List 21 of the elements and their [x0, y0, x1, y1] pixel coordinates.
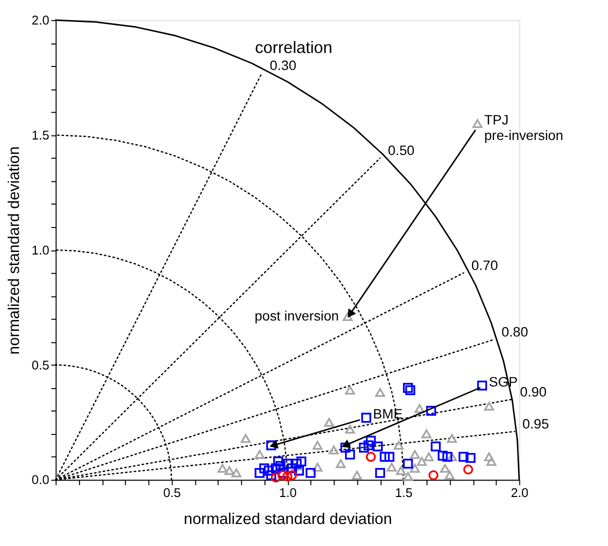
annotation: 0.95	[522, 416, 550, 432]
annotation: TPJ pre-inversion	[484, 112, 564, 144]
x-axis-title: normalized standard deviation	[184, 511, 392, 528]
annotation: 0.30	[270, 58, 297, 74]
annotation: correlation	[254, 38, 332, 57]
x-tick-label: 1.5	[394, 486, 413, 500]
annotation: 0.80	[502, 324, 528, 340]
y-axis-title: normalized standard deviation	[6, 146, 23, 355]
annotation: 0.70	[471, 258, 498, 274]
y-tick-label: 1.0	[32, 243, 50, 258]
x-tick-label: 0.5	[163, 486, 181, 500]
annotation: 0.50	[388, 143, 415, 158]
x-tick-label: 1.0	[279, 486, 297, 500]
annotation: BME	[373, 406, 403, 422]
y-tick-label: 2.0	[32, 14, 50, 28]
y-tick-label: 1.5	[32, 128, 50, 142]
y-tick-label: 0.5	[32, 358, 50, 372]
annotation: post inversion	[254, 308, 339, 324]
annotation: 0.90	[520, 384, 548, 400]
x-tick-label: 2.0	[510, 486, 528, 500]
y-tick-label: 0.0	[32, 473, 50, 488]
